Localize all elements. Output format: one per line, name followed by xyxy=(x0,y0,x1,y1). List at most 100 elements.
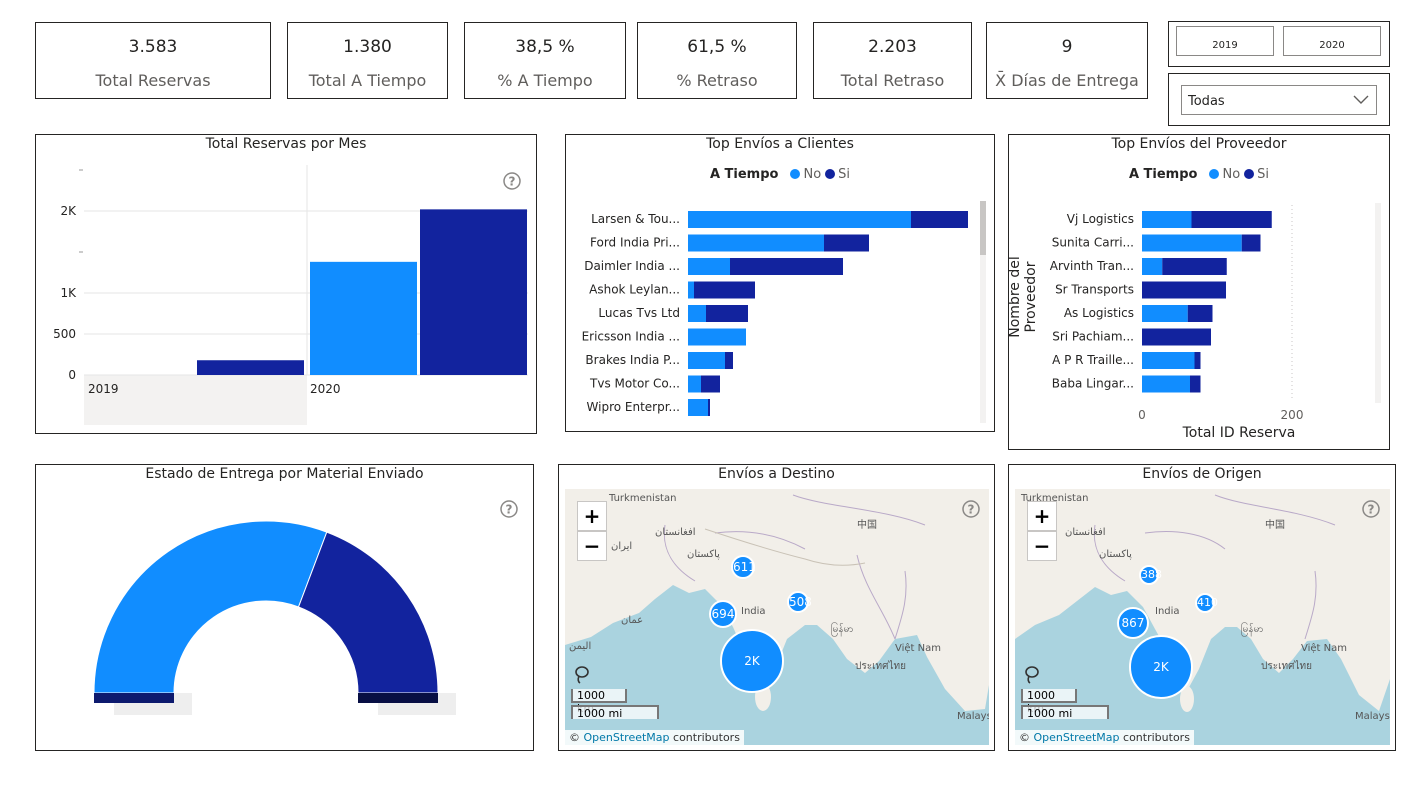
bar-2020-no xyxy=(310,261,417,375)
legend-title: A Tiempo xyxy=(709,167,779,182)
map-bubble[interactable]: 410 xyxy=(1195,593,1218,613)
svg-text:?: ? xyxy=(506,503,513,517)
bar-no xyxy=(688,281,694,299)
map-attribution: © OpenStreetMap contributors xyxy=(565,730,744,745)
chart-title: Top Envíos del Proveedor xyxy=(1111,136,1287,152)
bar-si xyxy=(1191,211,1272,228)
kpi-value: 3.583 xyxy=(128,37,178,57)
map-label: ประเทศไทย xyxy=(1261,661,1312,672)
map-label: Việt Nam xyxy=(895,643,942,654)
chart-title: Envíos de Origen xyxy=(1142,466,1262,482)
scale-mi: 1000 mi xyxy=(571,705,659,720)
chart-legend: A Tiempo No Si xyxy=(1009,167,1389,182)
kpi-label: X̄ Días de Entrega xyxy=(995,71,1139,90)
filter-dropdown[interactable]: Todas xyxy=(1181,85,1377,115)
y-tick-label: 1K xyxy=(60,286,77,300)
gauge-base xyxy=(94,693,174,703)
attribution-suffix: contributors xyxy=(1123,731,1190,744)
zoom-in-button[interactable]: + xyxy=(577,501,607,531)
openstreetmap-link[interactable]: OpenStreetMap xyxy=(1033,731,1120,744)
kpi-card-total-reservas: 3.583 Total Reservas xyxy=(35,22,271,99)
chart-title: Top Envíos a Clientes xyxy=(706,136,854,152)
lasso-icon[interactable] xyxy=(1023,665,1041,685)
kpi-value: 9 xyxy=(1061,37,1073,57)
scale-km: 1000 km xyxy=(1021,689,1077,715)
bar-no xyxy=(688,352,725,369)
bar-si xyxy=(1162,258,1227,275)
chart-title: Estado de Entrega por Material Enviado xyxy=(145,466,424,482)
map-attribution: © OpenStreetMap contributors xyxy=(1015,730,1194,745)
category-label: Ashok Leylan... xyxy=(589,283,680,297)
destination-map[interactable]: Turkmenistan 中国 افغانستان ایران پاکستان … xyxy=(565,489,989,745)
bar-si xyxy=(1142,328,1211,346)
legend-no-marker xyxy=(790,169,801,179)
map-bubble[interactable]: 611 xyxy=(731,555,756,579)
kpi-label: Total Reservas xyxy=(95,71,211,90)
category-label: Vj Logistics xyxy=(1067,212,1134,226)
legend-si-marker xyxy=(1244,169,1255,179)
map-bubble[interactable]: 694 xyxy=(709,600,737,628)
chevron-down-icon xyxy=(1353,95,1369,104)
lasso-icon[interactable] xyxy=(573,665,591,685)
kpi-value: 1.380 xyxy=(343,37,392,57)
category-label: Ford India Pri... xyxy=(590,236,680,250)
y-tick-label: 0 xyxy=(68,368,76,382)
kpi-value: 38,5 % xyxy=(515,37,575,57)
scrollbar[interactable] xyxy=(980,201,986,423)
monthly-bar-plot: 0 500 1K 2K 2019 2020 xyxy=(53,165,528,425)
attribution-prefix: © xyxy=(1019,731,1030,744)
map-bubble[interactable]: 508 xyxy=(787,591,812,613)
kpi-value: 61,5 % xyxy=(687,37,747,57)
category-label: Lucas Tvs Ltd xyxy=(598,306,680,320)
map-label: عمان xyxy=(621,615,644,626)
bar-si xyxy=(824,234,869,252)
year-button-2019[interactable]: 2019 xyxy=(1176,26,1274,56)
origin-map[interactable]: Turkmenistan 中国 افغانستان پاکستان India … xyxy=(1015,489,1390,745)
legend-title: A Tiempo xyxy=(1128,167,1198,182)
top-suppliers-chart: Top Envíos del Proveedor A Tiempo No Si No… xyxy=(1007,134,1390,450)
map-label: India xyxy=(1155,606,1180,617)
bar-si xyxy=(1241,234,1261,252)
kpi-card-total-retraso: 2.203 Total Retraso xyxy=(813,22,972,99)
openstreetmap-link[interactable]: OpenStreetMap xyxy=(583,731,670,744)
map-label: မြန်မာ xyxy=(1241,624,1264,635)
map-label: ایران xyxy=(611,541,633,552)
map-bubble[interactable]: 388 xyxy=(1139,565,1162,585)
x-group-label: 2020 xyxy=(310,382,341,396)
zoom-in-button[interactable]: + xyxy=(1027,501,1057,531)
map-bubble[interactable]: 2K xyxy=(1129,635,1193,699)
svg-text:?: ? xyxy=(1368,503,1375,517)
bar-si xyxy=(701,375,720,393)
map-label: افغانستان xyxy=(655,527,696,538)
gauge-segment-si xyxy=(297,531,439,694)
gauge-segment-no xyxy=(93,520,328,694)
map-label: اليمن xyxy=(569,641,592,652)
year-button-2020[interactable]: 2020 xyxy=(1283,26,1381,56)
bar-2020-si xyxy=(420,209,527,375)
help-icon[interactable]: ? xyxy=(502,171,522,191)
map-label: پاکستان xyxy=(1099,549,1132,560)
bar-no xyxy=(1142,375,1190,393)
kpi-label: Total A Tiempo xyxy=(308,71,427,90)
gauge-base xyxy=(358,693,438,703)
bar-si xyxy=(1194,352,1201,369)
bar-si xyxy=(1190,375,1201,393)
help-icon[interactable]: ? xyxy=(499,499,519,519)
help-icon[interactable]: ? xyxy=(961,499,981,519)
scrollbar[interactable] xyxy=(1375,203,1381,403)
svg-text:?: ? xyxy=(968,503,975,517)
category-label: Wipro Enterpr... xyxy=(587,400,680,414)
category-label: Larsen & Tou... xyxy=(591,212,680,226)
category-label: Brakes India P... xyxy=(585,353,680,367)
zoom-out-button[interactable]: − xyxy=(577,531,607,561)
category-label: Daimler India ... xyxy=(584,259,680,273)
map-bubble[interactable]: 2K xyxy=(720,629,784,693)
map-label: India xyxy=(741,606,766,617)
category-label: Arvinth Tran... xyxy=(1050,259,1134,273)
help-icon[interactable]: ? xyxy=(1361,499,1381,519)
legend-no-label: No xyxy=(803,167,822,182)
map-bubble[interactable]: 867 xyxy=(1117,607,1149,639)
year-slicer: 2019 2020 xyxy=(1168,21,1390,67)
zoom-out-button[interactable]: − xyxy=(1027,531,1057,561)
kpi-value: 2.203 xyxy=(868,37,917,57)
